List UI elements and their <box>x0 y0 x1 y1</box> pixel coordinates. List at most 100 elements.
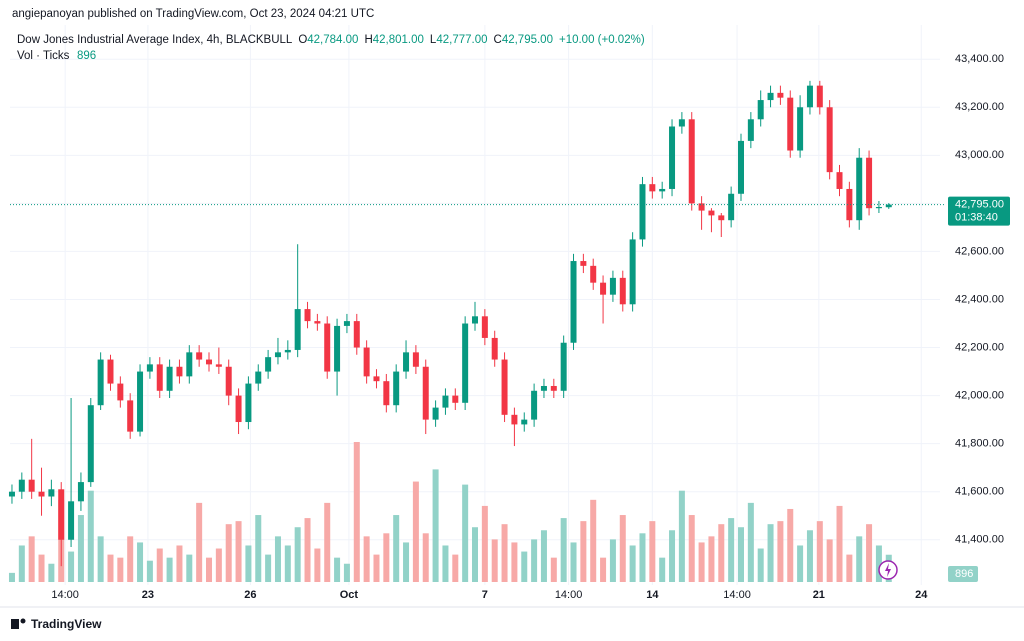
candle-body <box>580 261 587 266</box>
candle-body <box>737 140 744 194</box>
volume-bar <box>97 536 104 582</box>
volume-bar <box>274 536 281 582</box>
volume-bar <box>629 545 636 582</box>
candle-body <box>127 400 134 432</box>
volume-bar <box>737 527 744 582</box>
y-tick-label: 42,400.00 <box>955 293 1004 305</box>
candle-body <box>38 491 45 497</box>
x-tick-label: 21 <box>813 589 825 601</box>
candle-body <box>393 371 400 406</box>
volume-bar <box>265 554 272 582</box>
y-tick-label: 43,400.00 <box>955 53 1004 65</box>
volume-bar <box>659 557 666 582</box>
candle-body <box>353 321 360 348</box>
candle-body <box>531 390 538 420</box>
candle-body <box>87 405 94 483</box>
volume-bar <box>816 521 823 582</box>
candle-body <box>412 352 419 367</box>
volume-bar <box>107 554 114 582</box>
y-tick-label: 41,600.00 <box>955 486 1004 498</box>
candle-body <box>826 107 833 173</box>
x-tick-label: 14:00 <box>51 589 79 601</box>
candle-body <box>176 366 183 377</box>
candle-body <box>334 325 341 372</box>
volume-bar <box>826 539 833 582</box>
candle-body <box>747 119 754 141</box>
volume-bar <box>334 557 341 582</box>
volume-bar <box>846 554 853 582</box>
candle-body <box>708 210 715 216</box>
candle-body <box>629 239 636 305</box>
candle-body <box>619 277 626 305</box>
volume-bar <box>491 539 498 582</box>
volume-bar <box>560 518 567 582</box>
volume-badge: 896 <box>955 568 973 580</box>
publisher: angiepanoyan published on TradingView.co… <box>12 8 374 20</box>
volume-bar <box>540 530 547 582</box>
volume-bar <box>87 490 94 582</box>
candle-body <box>206 359 213 365</box>
volume-bar <box>403 542 410 582</box>
candle-body <box>688 119 695 204</box>
candle-body <box>422 366 429 420</box>
volume-bar <box>8 572 15 582</box>
ohlc-label: C <box>494 34 502 46</box>
volume-bar <box>137 542 144 582</box>
volume-bar <box>600 557 607 582</box>
ohlc-label: O <box>298 34 307 46</box>
candle-body <box>383 381 390 406</box>
volume-bar <box>186 554 193 582</box>
candle-body <box>245 383 252 423</box>
volume-bar <box>669 530 676 582</box>
ohlc-value: 42,777.00 <box>436 34 487 46</box>
volume-bar <box>639 533 646 582</box>
candle-body <box>885 204 892 208</box>
candle-body <box>403 352 410 372</box>
x-tick-label: 26 <box>244 589 256 601</box>
x-tick-label: 23 <box>142 589 154 601</box>
candle-body <box>117 383 124 401</box>
candle-body <box>107 359 114 384</box>
volume-bar <box>501 524 508 582</box>
volume-bar <box>590 499 597 582</box>
volume-title: Vol · Ticks <box>17 50 70 62</box>
volume-bar <box>649 521 656 582</box>
volume-bar <box>688 515 695 582</box>
volume-bar <box>77 515 84 582</box>
last-price-label: 42,795.00 <box>955 198 1004 210</box>
candle-body <box>265 357 272 372</box>
candle-body <box>324 323 331 372</box>
candle-body <box>816 85 823 108</box>
candle-body <box>8 491 15 497</box>
candle-body <box>856 157 863 221</box>
candle-body <box>472 316 478 324</box>
y-tick-label: 43,200.00 <box>955 101 1004 113</box>
volume-bar <box>314 548 321 582</box>
volume-bar <box>472 527 478 582</box>
badge-box <box>948 196 1010 226</box>
ohlc-value: 42,784.00 <box>307 34 358 46</box>
candle-body <box>304 309 311 322</box>
volume-bar <box>442 545 449 582</box>
candle-body <box>481 316 488 338</box>
volume-bar <box>363 536 370 582</box>
y-tick-label: 42,000.00 <box>955 389 1004 401</box>
volume-bar <box>176 545 183 582</box>
ohlc-label: L <box>430 34 437 46</box>
ohlc-value: 42,795.00 <box>502 34 553 46</box>
candle-body <box>550 385 557 391</box>
volume-badge-box <box>948 566 978 582</box>
candle-body <box>294 309 301 350</box>
logo <box>11 618 26 629</box>
volume-bar <box>304 518 311 582</box>
volume-bar <box>38 554 45 582</box>
candle-body <box>77 482 84 502</box>
alert-icon[interactable] <box>878 560 898 580</box>
volume-bar <box>866 524 873 582</box>
x-tick-label: 14 <box>646 589 659 601</box>
candle-body <box>235 395 242 423</box>
candle-body <box>432 407 439 420</box>
volume-bar <box>521 551 528 582</box>
